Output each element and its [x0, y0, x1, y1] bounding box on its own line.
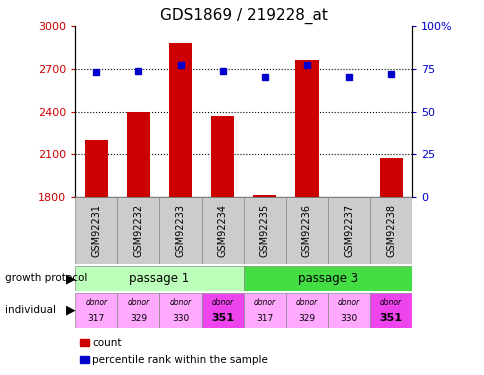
Text: GSM92236: GSM92236: [302, 204, 311, 257]
Bar: [117, 197, 159, 264]
Bar: [379, 158, 402, 197]
Bar: [243, 197, 285, 264]
Bar: [211, 116, 234, 197]
Text: donor: donor: [337, 298, 359, 307]
Bar: [369, 197, 411, 264]
Text: donor: donor: [253, 298, 275, 307]
Text: GSM92232: GSM92232: [133, 204, 143, 257]
Text: 351: 351: [379, 313, 402, 323]
Text: GSM92234: GSM92234: [217, 204, 227, 257]
Text: count: count: [92, 338, 121, 348]
Bar: [159, 292, 201, 328]
Text: GSM92233: GSM92233: [175, 204, 185, 257]
Text: donor: donor: [379, 298, 401, 307]
Bar: [243, 292, 285, 328]
Text: passage 1: passage 1: [129, 272, 189, 285]
Text: 330: 330: [171, 314, 189, 322]
Text: 351: 351: [211, 313, 234, 323]
Text: GSM92237: GSM92237: [343, 204, 353, 257]
Text: 317: 317: [88, 314, 105, 322]
Bar: [327, 197, 369, 264]
Bar: [253, 195, 276, 197]
Title: GDS1869 / 219228_at: GDS1869 / 219228_at: [159, 7, 327, 24]
Text: donor: donor: [85, 298, 107, 307]
Text: passage 3: passage 3: [297, 272, 357, 285]
Bar: [85, 140, 107, 197]
Bar: [126, 111, 150, 197]
Text: GSM92235: GSM92235: [259, 204, 269, 257]
Bar: [201, 292, 243, 328]
Text: donor: donor: [211, 298, 233, 307]
Text: 317: 317: [256, 314, 273, 322]
Bar: [75, 266, 243, 291]
Bar: [369, 292, 411, 328]
Text: 329: 329: [130, 314, 147, 322]
Text: GSM92231: GSM92231: [91, 204, 101, 257]
Bar: [201, 197, 243, 264]
Bar: [327, 292, 369, 328]
Bar: [75, 292, 117, 328]
Bar: [168, 43, 192, 197]
Text: percentile rank within the sample: percentile rank within the sample: [92, 355, 268, 365]
Bar: [295, 60, 318, 197]
Text: ▶: ▶: [65, 272, 75, 285]
Text: GSM92238: GSM92238: [385, 204, 395, 257]
Text: growth protocol: growth protocol: [5, 273, 87, 284]
Bar: [285, 292, 327, 328]
Bar: [285, 197, 327, 264]
Text: ▶: ▶: [65, 304, 75, 317]
Bar: [117, 292, 159, 328]
Text: 330: 330: [340, 314, 357, 322]
Text: individual: individual: [5, 305, 56, 315]
Bar: [159, 197, 201, 264]
Text: donor: donor: [295, 298, 318, 307]
Bar: [243, 266, 411, 291]
Bar: [75, 197, 117, 264]
Text: donor: donor: [127, 298, 149, 307]
Text: 329: 329: [298, 314, 315, 322]
Text: donor: donor: [169, 298, 191, 307]
